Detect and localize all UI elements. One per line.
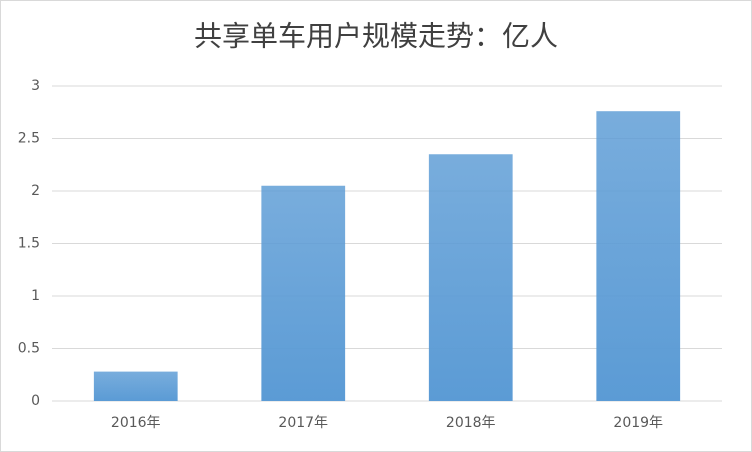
y-tick-label: 1 [31,288,40,304]
chart-title: 共享单车用户规模走势：亿人 [194,20,558,53]
bar [428,154,513,401]
y-tick-label: 3 [31,78,40,94]
y-tick-label: 0.5 [18,341,40,357]
y-tick-label: 2.5 [18,131,40,147]
x-tick-label: 2019年 [613,415,663,431]
bar [93,371,178,401]
bar [261,185,346,401]
bar [596,111,681,401]
y-tick-label: 0 [31,393,40,409]
y-tick-label: 1.5 [18,236,40,252]
x-tick-label: 2016年 [111,415,161,431]
x-tick-label: 2018年 [446,415,496,431]
x-tick-label: 2017年 [278,415,328,431]
y-tick-label: 2 [31,183,40,199]
